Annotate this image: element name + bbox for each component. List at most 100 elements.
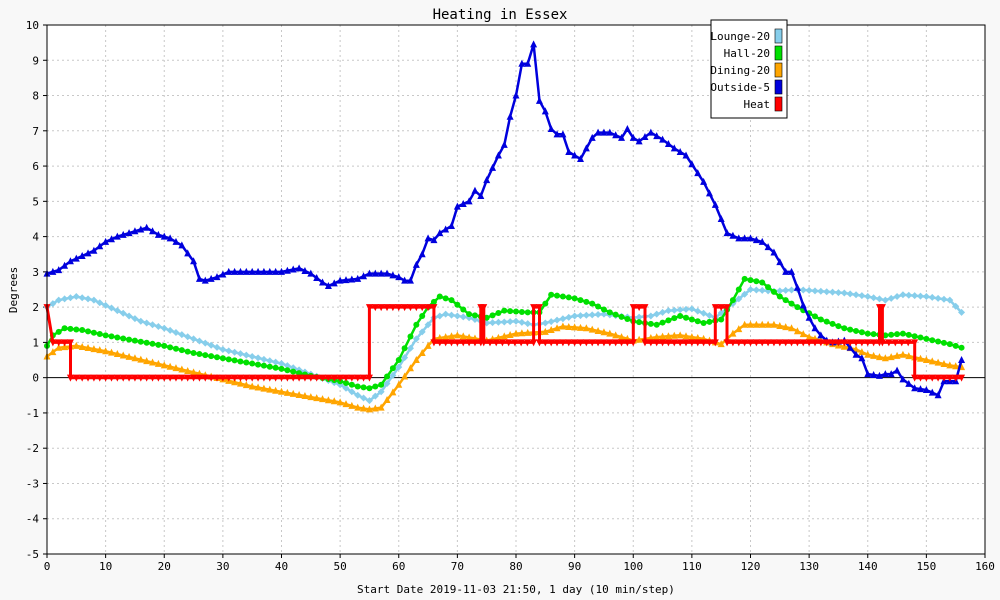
data-point	[512, 329, 520, 337]
data-point	[893, 351, 901, 359]
data-point	[940, 374, 948, 382]
data-point	[647, 312, 655, 320]
data-point	[735, 295, 743, 303]
data-point	[342, 276, 350, 284]
data-point	[518, 329, 526, 337]
data-point	[102, 237, 110, 245]
data-point	[735, 325, 743, 333]
data-point	[582, 339, 590, 347]
data-point	[542, 300, 549, 307]
data-point	[102, 301, 110, 309]
data-point	[131, 354, 139, 362]
data-point	[752, 286, 760, 294]
data-point	[307, 393, 315, 401]
data-point	[418, 328, 426, 336]
data-point	[494, 333, 502, 341]
data-point	[753, 278, 760, 285]
data-point	[131, 227, 139, 235]
data-point	[606, 339, 614, 347]
data-point	[582, 324, 590, 332]
data-point	[143, 357, 151, 365]
y-tick-label: 4	[32, 231, 39, 244]
data-point	[266, 385, 274, 393]
data-point	[741, 275, 748, 282]
data-point	[178, 374, 186, 382]
chart-title: Heating in Essex	[433, 7, 568, 23]
data-point	[898, 339, 906, 347]
data-point	[72, 374, 80, 382]
data-point	[870, 331, 877, 338]
legend-label: Lounge-20	[710, 30, 770, 43]
data-point	[466, 311, 473, 318]
data-point	[788, 324, 796, 332]
data-point	[635, 304, 643, 312]
data-point	[395, 304, 403, 312]
y-tick-label: 0	[32, 372, 39, 385]
data-point	[606, 329, 614, 337]
data-point	[442, 333, 450, 341]
data-point	[453, 339, 461, 347]
data-point	[278, 360, 285, 368]
data-point	[676, 306, 684, 314]
data-point	[78, 374, 86, 382]
data-point	[96, 331, 103, 338]
data-point	[295, 374, 303, 382]
data-point	[465, 339, 473, 347]
data-point	[195, 374, 203, 382]
data-point	[453, 331, 461, 339]
data-point	[255, 361, 262, 368]
data-point	[571, 312, 579, 320]
data-point	[201, 276, 209, 284]
data-point	[793, 339, 801, 347]
data-point	[378, 381, 385, 388]
data-point	[641, 304, 649, 312]
data-point	[887, 294, 895, 302]
data-point	[805, 313, 813, 321]
data-point	[612, 131, 620, 139]
data-point	[248, 374, 256, 382]
data-point	[254, 267, 262, 275]
data-point	[894, 331, 901, 338]
data-point	[888, 331, 895, 338]
data-point	[137, 374, 145, 382]
data-point	[278, 387, 285, 395]
data-point	[612, 339, 620, 347]
data-point	[125, 352, 133, 360]
data-point	[782, 286, 790, 294]
data-point	[928, 357, 936, 365]
data-point	[248, 353, 256, 361]
legend-swatch	[774, 96, 783, 112]
data-point	[313, 374, 321, 382]
data-point	[834, 339, 842, 347]
data-point	[952, 302, 960, 310]
data-point	[717, 304, 725, 312]
x-tick-label: 50	[334, 560, 347, 573]
data-point	[548, 291, 555, 298]
data-point	[66, 339, 74, 347]
data-point	[694, 333, 702, 341]
data-point	[541, 319, 549, 327]
data-point	[383, 304, 391, 312]
data-point	[231, 348, 239, 356]
data-point	[49, 267, 57, 275]
data-point	[254, 383, 262, 391]
data-point	[448, 339, 456, 347]
data-point	[231, 357, 238, 364]
data-point	[752, 320, 760, 328]
data-point	[407, 333, 414, 340]
data-point	[207, 274, 215, 282]
data-point	[155, 341, 162, 348]
data-point	[524, 59, 532, 67]
data-point	[480, 304, 488, 312]
data-point	[776, 287, 784, 295]
data-point	[612, 331, 620, 339]
data-point	[79, 327, 86, 334]
data-point	[834, 289, 842, 297]
data-point	[905, 352, 913, 360]
data-point	[928, 388, 936, 396]
data-point	[336, 374, 344, 382]
data-point	[201, 374, 209, 382]
data-point	[465, 197, 473, 205]
data-point	[459, 332, 467, 340]
data-point	[283, 388, 291, 396]
